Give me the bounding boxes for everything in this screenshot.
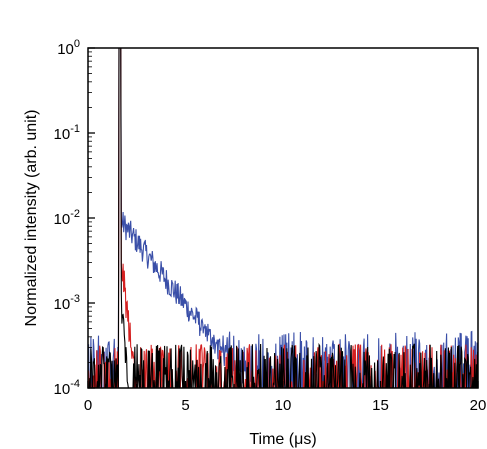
y-axis: 100 10-1 10-2 10-3 10-4 bbox=[54, 38, 95, 398]
x-tick-label: 10 bbox=[275, 397, 292, 414]
y-tick-label: 100 bbox=[57, 38, 80, 58]
series-layer bbox=[88, 48, 478, 388]
x-axis-title: Time (μs) bbox=[249, 431, 316, 448]
x-tick-label: 0 bbox=[84, 397, 92, 414]
plot-frame bbox=[87, 47, 479, 389]
y-tick-label: 10-4 bbox=[54, 378, 80, 398]
x-tick-label: 15 bbox=[372, 397, 389, 414]
x-axis: 0 5 10 15 20 bbox=[84, 381, 487, 414]
x-tick-label: 20 bbox=[470, 397, 487, 414]
y-tick-label: 10-3 bbox=[54, 293, 80, 313]
y-axis-title: Normalized intensity (arb. unit) bbox=[23, 110, 40, 327]
series-line-2 bbox=[88, 48, 478, 388]
y-tick-label: 10-2 bbox=[54, 208, 80, 228]
series-line-3 bbox=[88, 48, 478, 388]
x-tick-label: 5 bbox=[181, 397, 189, 414]
y-tick-label: 10-1 bbox=[54, 123, 80, 143]
series-line-1 bbox=[88, 48, 478, 388]
